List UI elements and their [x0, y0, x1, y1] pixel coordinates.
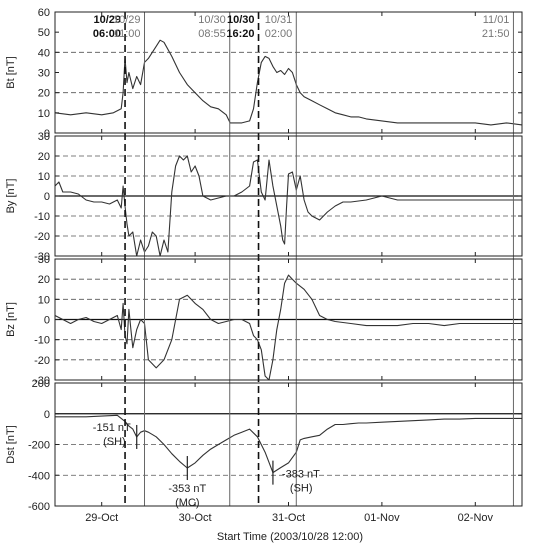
dst-minimum-kind: (SH)	[290, 483, 313, 495]
event-marker-date: 10/31	[265, 14, 293, 26]
panel-ylabel-4: Dst [nT]	[5, 425, 17, 464]
y-tick-label: -20	[34, 355, 50, 367]
event-marker-date: 10/30	[198, 14, 226, 26]
y-tick-label: 30	[38, 131, 50, 143]
x-tick-label: 29-Oct	[85, 512, 118, 524]
y-tick-label: -20	[34, 231, 50, 243]
event-marker-time: 11:00	[114, 28, 141, 40]
y-tick-label: 200	[32, 378, 50, 390]
panel-frame-layer	[54, 11, 523, 507]
x-tick-label: 02-Nov	[458, 512, 494, 524]
y-tick-label: 50	[38, 27, 50, 39]
panel-ylabel-2: By [nT]	[5, 179, 17, 214]
y-tick-label: 20	[38, 151, 50, 163]
event-marker-time: 02:00	[265, 28, 293, 40]
y-tick-label: 20	[38, 88, 50, 100]
y-tick-label: -10	[34, 335, 50, 347]
y-tick-label: -30	[34, 375, 50, 387]
event-marker-time: 21:50	[482, 28, 510, 40]
panel-ylabel-1: Bt [nT]	[5, 56, 17, 88]
dst-minimum-kind: (SH)	[103, 436, 126, 448]
y-tick-label: -30	[34, 251, 50, 263]
x-axis-label: Start Time (2003/10/28 12:00)	[217, 531, 363, 543]
x-tick-label: 30-Oct	[179, 512, 212, 524]
dst-minimum-value: -353 nT	[168, 483, 206, 495]
event-marker-time: 16:20	[226, 28, 254, 40]
series-line-panel-3	[54, 274, 522, 381]
y-tick-label: 40	[38, 47, 50, 59]
dst-minimum-kind: (MC)	[175, 497, 199, 509]
y-tick-label: 20	[38, 274, 50, 286]
event-marker-date: 10/29	[113, 14, 141, 26]
event-marker-date: 10/30	[227, 14, 255, 26]
y-tick-label: 0	[44, 128, 50, 140]
event-marker-date: 11/01	[483, 14, 510, 26]
panel-ylabel-3: Bz [nT]	[5, 302, 17, 337]
y-tick-label: 10	[38, 108, 50, 120]
dst-minimum-value: -151 nT	[93, 422, 131, 434]
series-line-panel-1	[54, 39, 523, 126]
y-tick-label: -10	[34, 211, 50, 223]
y-tick-label: 0	[44, 191, 50, 203]
text-layer: 0 10 20 30 40 50 60 Bt [nT] -30 -20 -10 0 10 20 30 By […	[5, 7, 509, 524]
y-tick-label: -200	[28, 440, 50, 452]
y-tick-label: 30	[38, 254, 50, 266]
x-tick-label: 31-Oct	[272, 512, 305, 524]
y-tick-label: -600	[28, 501, 50, 513]
y-tick-label: 10	[38, 171, 50, 183]
y-tick-label: 0	[44, 315, 50, 327]
y-tick-label: 30	[38, 68, 50, 80]
series-line-panel-4	[55, 414, 522, 474]
y-tick-label: 10	[38, 294, 50, 306]
dst-minimum-value: -383 nT	[282, 469, 320, 481]
y-tick-label: -400	[28, 470, 50, 482]
event-marker-time: 06:00	[93, 28, 121, 40]
event-marker-time: 08:55	[198, 28, 226, 40]
y-tick-label: 60	[38, 7, 50, 19]
y-tick-label: 0	[44, 409, 50, 421]
event-marker-date: 10/29	[94, 14, 122, 26]
x-tick-label: 01-Nov	[364, 512, 400, 524]
grid-layer	[55, 51, 522, 476]
